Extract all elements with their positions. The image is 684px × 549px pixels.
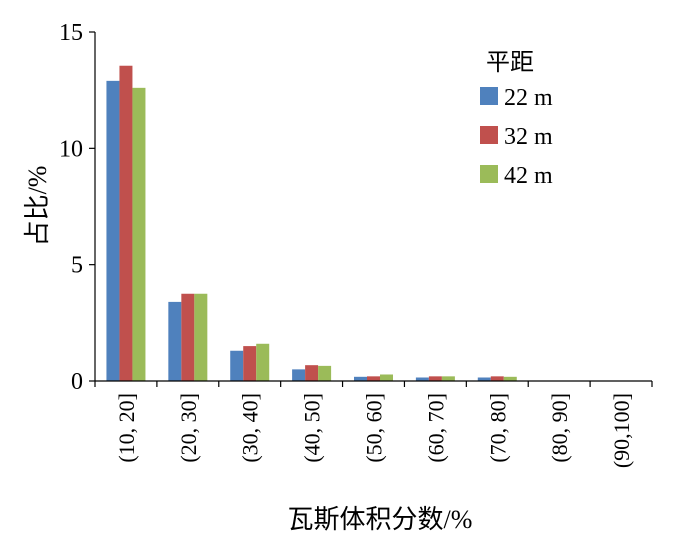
y-axis-title: 占比/% [23,166,52,247]
y-tick-label: 10 [59,136,83,162]
bar-32-m-2 [243,346,257,381]
x-tick-label: (30, 40] [238,393,263,463]
bar-42-m-6 [503,376,517,381]
x-tick-label: (50, 60] [362,393,387,463]
x-tick-label: (60, 70] [423,393,448,463]
legend-swatch [480,87,498,105]
bar-22-m-0 [106,80,120,382]
x-tick-label: (80, 90] [547,393,572,463]
bars-group [106,65,517,382]
x-tick-label: (70, 80] [485,393,510,463]
bar-22-m-4 [354,376,367,381]
bar-42-m-5 [441,376,455,381]
bar-42-m-1 [194,293,208,381]
y-tick-label: 15 [59,20,83,46]
x-tick-label: (40, 50] [300,393,325,463]
legend-title: 平距 [486,50,534,76]
y-tick-label: 5 [71,253,83,279]
ticks-group: 0 5 10 15 (10, 20] (20, 30] (30, 40] (40, 50] (5… [59,20,653,468]
y-tick-label: 0 [71,369,83,395]
x-axis-title: 瓦斯体积分数/% [288,505,473,534]
legend-label: 22 m [504,85,553,111]
bar-22-m-6 [477,377,491,381]
bar-22-m-5 [415,377,429,381]
bar-32-m-5 [428,376,442,381]
legend: 平距 22 m 32 m 42 m [480,50,553,189]
legend-swatch [480,126,498,144]
axes-group [94,32,652,382]
bar-32-m-3 [305,365,319,381]
legend-label: 32 m [504,124,553,150]
bar-32-m-4 [367,376,380,381]
bar-42-m-0 [132,87,146,381]
bar-32-m-6 [490,376,504,381]
bar-22-m-2 [230,350,244,381]
bar-32-m-0 [119,65,133,381]
x-tick-label: (20, 30] [176,393,201,463]
bar-42-m-4 [380,374,393,381]
bar-22-m-1 [168,301,182,381]
x-tick-label: (90,100] [609,393,634,468]
bar-42-m-3 [318,365,332,381]
bar-42-m-2 [256,343,270,381]
bar-32-m-1 [181,293,195,381]
legend-swatch [480,165,498,183]
bar-22-m-3 [292,369,306,381]
x-tick-label: (10, 20] [114,393,139,463]
legend-label: 42 m [504,163,553,189]
